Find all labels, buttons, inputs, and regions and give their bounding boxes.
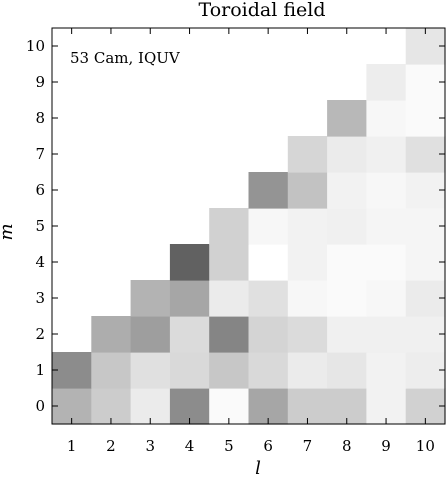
cell-l9-m4 <box>366 244 407 281</box>
y-tick-labels: 0 1 2 3 4 5 6 7 8 9 10 <box>26 37 45 415</box>
y-tick-label-10: 10 <box>26 37 45 55</box>
cell-l10-m3 <box>405 280 446 317</box>
x-tick-label-2: 2 <box>106 437 116 455</box>
cell-l3-m2 <box>130 316 171 353</box>
cell-l8-m6 <box>327 172 367 209</box>
plot-annotation: 53 Cam, IQUV <box>70 49 181 67</box>
x-tick-label-4: 4 <box>185 437 195 455</box>
cell-l2-m1 <box>91 352 132 389</box>
cell-l6-m3 <box>248 280 289 317</box>
cell-l10-m10 <box>405 28 446 65</box>
y-tick-label-1: 1 <box>35 361 45 379</box>
cell-l8-m3 <box>327 280 367 317</box>
cell-l4-m3 <box>169 280 210 317</box>
cell-l1-m1 <box>52 352 92 389</box>
x-tick-label-6: 6 <box>263 437 273 455</box>
x-tick-labels: 1 2 3 4 5 6 7 8 9 10 <box>67 437 435 455</box>
axis-ticks <box>52 28 445 424</box>
y-tick-label-2: 2 <box>35 325 45 343</box>
x-tick-label-5: 5 <box>224 437 234 455</box>
cell-l10-m9 <box>405 64 446 101</box>
cell-l5-m3 <box>209 280 250 317</box>
cell-l8-m2 <box>327 316 367 353</box>
cell-l10-m1 <box>405 352 446 389</box>
cell-l6-m2 <box>248 316 289 353</box>
cell-l7-m6 <box>287 172 328 209</box>
x-tick-label-1: 1 <box>67 437 77 455</box>
y-tick-label-5: 5 <box>35 217 45 235</box>
x-tick-label-3: 3 <box>145 437 155 455</box>
y-tick-label-8: 8 <box>35 109 45 127</box>
cell-l9-m5 <box>366 208 407 245</box>
cell-l10-m2 <box>405 316 446 353</box>
cell-l10-m4 <box>405 244 446 281</box>
cell-l4-m1 <box>169 352 210 389</box>
cell-l4-m2 <box>169 316 210 353</box>
cell-l8-m4 <box>327 244 367 281</box>
cell-l3-m1 <box>130 352 171 389</box>
cell-l2-m2 <box>91 316 132 353</box>
cell-l9-m1 <box>366 352 407 389</box>
cell-l8-m7 <box>327 136 367 173</box>
cell-l7-m3 <box>287 280 328 317</box>
cell-l7-m7 <box>287 136 328 173</box>
cell-l5-m4 <box>209 244 250 281</box>
cell-l7-m1 <box>287 352 328 389</box>
cell-l5-m1 <box>209 352 250 389</box>
cell-l3-m3 <box>130 280 171 317</box>
x-tick-label-10: 10 <box>416 437 435 455</box>
x-axis-label: l <box>255 458 261 478</box>
x-tick-label-7: 7 <box>303 437 313 455</box>
cell-l8-m5 <box>327 208 367 245</box>
cell-l8-m8 <box>327 100 367 137</box>
cell-l7-m2 <box>287 316 328 353</box>
cell-l7-m4 <box>287 244 328 281</box>
x-tick-label-8: 8 <box>342 437 352 455</box>
cell-l9-m3 <box>366 280 407 317</box>
cell-l6-m4 <box>248 244 289 281</box>
x-tick-label-9: 9 <box>381 437 391 455</box>
cell-l6-m1 <box>248 352 289 389</box>
cell-l5-m2 <box>209 316 250 353</box>
y-tick-label-3: 3 <box>35 289 45 307</box>
heatmap-cells <box>52 28 446 425</box>
cell-l10-m6 <box>405 172 446 209</box>
cell-l10-m5 <box>405 208 446 245</box>
cell-l9-m6 <box>366 172 407 209</box>
y-axis-label: m <box>0 223 17 240</box>
cell-l9-m2 <box>366 316 407 353</box>
y-tick-label-7: 7 <box>35 145 45 163</box>
cell-l7-m5 <box>287 208 328 245</box>
y-tick-label-0: 0 <box>35 397 45 415</box>
cell-l6-m5 <box>248 208 289 245</box>
cell-l9-m8 <box>366 100 407 137</box>
cell-l10-m7 <box>405 136 446 173</box>
cell-l4-m4 <box>169 244 210 281</box>
cell-l5-m5 <box>209 208 250 245</box>
chart-title: Toroidal field <box>199 0 326 21</box>
y-tick-label-6: 6 <box>35 181 45 199</box>
cell-l9-m7 <box>366 136 407 173</box>
cell-l9-m9 <box>366 64 407 101</box>
cell-l6-m6 <box>248 172 289 209</box>
y-tick-label-4: 4 <box>35 253 45 271</box>
cell-l10-m8 <box>405 100 446 137</box>
cell-l8-m1 <box>327 352 367 389</box>
y-tick-label-9: 9 <box>35 73 45 91</box>
